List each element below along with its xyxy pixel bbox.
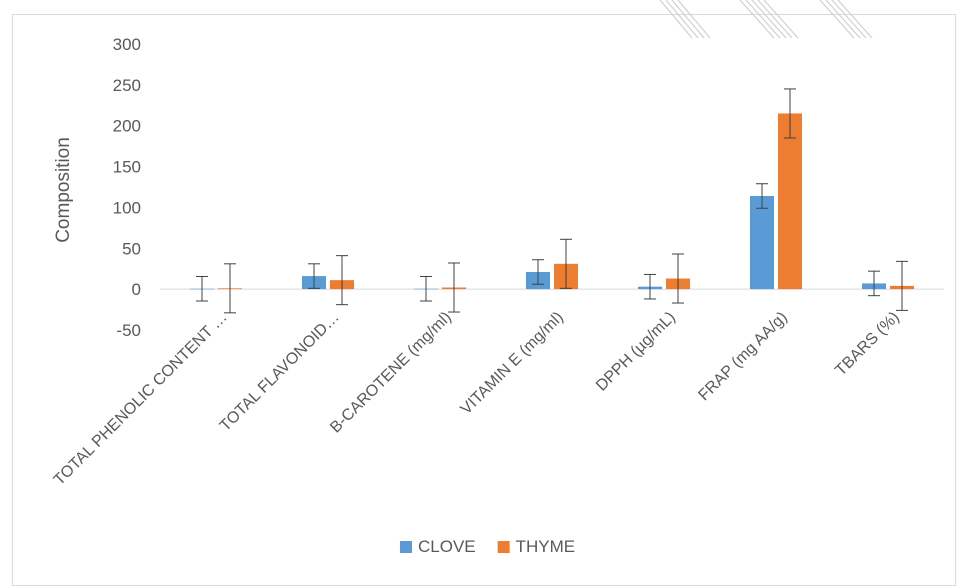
x-tick-label: TOTAL FLAVONOID… [217,309,343,435]
y-tick-label: 150 [113,158,141,177]
x-tick-label: TBARS (%) [832,309,902,379]
bar-thyme [778,113,802,290]
legend: CLOVE THYME [400,537,575,556]
bars-group [190,113,914,290]
legend-label-clove: CLOVE [418,537,476,556]
x-tick-label: B-CAROTENE (mg/ml) [327,309,455,437]
y-axis: -50 0 50 100 150 200 250 300 [113,35,141,340]
x-tick-label: DPPH (µg/mL) [593,309,679,395]
watermark-stripes [659,0,873,39]
x-tick-label: FRAP (mg AA/g) [695,309,790,404]
legend-swatch-clove [400,541,412,553]
chart-frame [12,14,956,586]
x-axis-tick-labels: TOTAL PHENOLIC CONTENT …TOTAL FLAVONOID…… [51,309,903,489]
bar-clove [750,195,774,290]
y-tick-label: 200 [113,117,141,136]
y-tick-label: 250 [113,76,141,95]
error-bars-group [196,88,908,314]
legend-label-thyme: THYME [516,537,576,556]
y-tick-label: -50 [116,321,141,340]
y-tick-label: 300 [113,35,141,54]
y-tick-label: 100 [113,198,141,217]
y-axis-label: Composition [53,137,74,243]
y-tick-label: 50 [122,239,141,258]
y-tick-label: 0 [132,280,141,299]
legend-swatch-thyme [497,541,510,553]
x-tick-label: VITAMIN E (mg/ml) [458,309,567,418]
